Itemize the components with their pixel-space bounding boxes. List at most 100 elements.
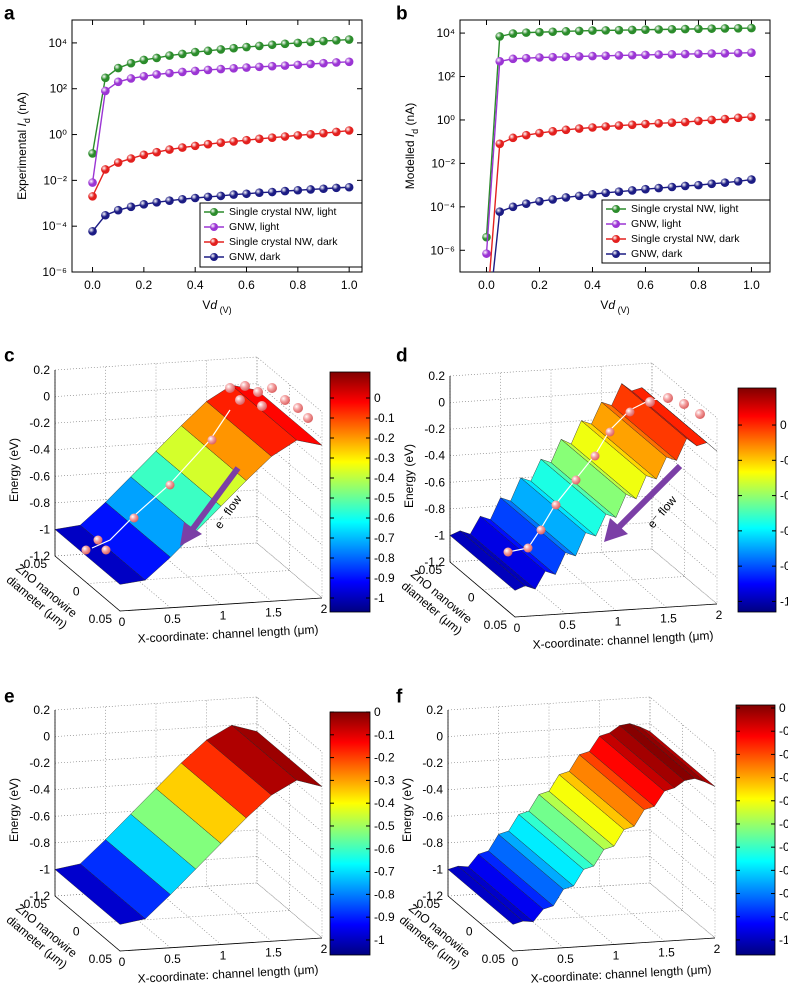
colorbar-tick-label: -0.8 (374, 551, 395, 565)
x-tick-label: 0.5 (559, 618, 576, 632)
data-point (601, 51, 611, 61)
axis-line (54, 710, 323, 952)
z-tick-label: -0.6 (29, 469, 50, 483)
electron (280, 395, 290, 405)
data-point (707, 115, 717, 125)
colorbar (735, 704, 776, 956)
legend-label: Single crystal NW, light (229, 206, 336, 218)
data-point (654, 119, 664, 128)
data-point (190, 66, 200, 76)
data-point (216, 191, 226, 201)
colorbar-tick-label: -1 (780, 594, 788, 608)
x-axis-title: X-coordinate: channel length (μm) (530, 962, 712, 985)
z-tick-label: 0.2 (426, 703, 443, 717)
colorbar-tick-label: -0.9 (374, 910, 395, 924)
surface-strip (639, 726, 716, 787)
data-point (165, 145, 174, 154)
z-tick-label: -0.4 (29, 443, 50, 457)
data-point (627, 25, 637, 35)
data-point (588, 51, 597, 61)
data-point (680, 181, 690, 191)
colorbar-tick-label: 0 (374, 705, 381, 719)
z-tick-label: 0 (438, 396, 445, 410)
electron (303, 413, 313, 423)
electron (293, 403, 303, 413)
data-point (574, 124, 584, 133)
data-point (733, 113, 743, 123)
data-point (319, 128, 328, 138)
z-tick-label: -1.2 (29, 549, 50, 563)
data-point (344, 182, 354, 192)
data-point (614, 121, 624, 130)
data-point (178, 67, 187, 77)
y-tick-label: 10⁰ (49, 128, 67, 142)
axis-title-part: I (15, 123, 29, 127)
x-tick-label: 1.5 (265, 945, 282, 959)
axis-title-part: V (600, 298, 608, 312)
legend-label: GNW, dark (229, 251, 281, 263)
legend-label: Single crystal NW, dark (229, 236, 338, 248)
surface-layer: 0.2 0 -0.2 -0.4 -0.6 -0.8 -1 -1.2 0 0.5 1 1.5 2 -0.05… (20, 356, 723, 969)
data-point (535, 196, 544, 206)
z-tick-label: -1 (432, 862, 443, 876)
data-point (306, 59, 315, 69)
surface-strip (641, 387, 718, 452)
z-tick-label: -0.2 (422, 756, 443, 770)
colorbar-tick-label: -0.4 (780, 489, 788, 503)
axis-title-part: d (210, 298, 217, 312)
data-point (101, 210, 110, 220)
data-point (332, 127, 341, 137)
data-point (747, 112, 756, 122)
colorbar-tick-label: -0.1 (374, 411, 395, 425)
y-tick-label: 10⁻² (43, 173, 67, 187)
data-point (255, 188, 264, 197)
axis-title-part: Experimental (15, 127, 29, 200)
z-tick-label: -1 (39, 522, 50, 536)
x-axis-title: X-coordinate: channel length (μm) (137, 962, 319, 985)
series-layer (88, 35, 354, 236)
data-point (601, 188, 611, 198)
data-point (101, 165, 110, 174)
electron (225, 383, 235, 393)
data-point (720, 178, 730, 187)
data-point (178, 143, 187, 152)
x-tick-label: 1.5 (660, 611, 677, 625)
x-tick-label: 1 (220, 609, 227, 623)
x-tick-label: 0.5 (164, 612, 181, 626)
z-tick-label: -0.4 (422, 783, 443, 797)
grid-line (449, 362, 718, 419)
z-tick-label: -1.2 (422, 889, 443, 903)
x-tick-label: 0 (514, 621, 521, 635)
data-point (139, 150, 149, 160)
data-point (747, 175, 756, 184)
x-tick-label: 2 (321, 942, 328, 956)
electron (267, 383, 277, 393)
data-point (588, 123, 597, 132)
data-point (319, 184, 328, 194)
data-point (614, 25, 624, 35)
colorbar-tick-label: -1 (374, 591, 385, 605)
electron (253, 387, 263, 397)
data-point (242, 42, 251, 52)
colorbar-tick-label: -0.3 (779, 771, 788, 785)
colorbar-tick-label: -0.4 (779, 794, 788, 808)
data-point (332, 183, 341, 193)
colorbar-tick-label: -1 (779, 933, 788, 947)
data-point (521, 130, 531, 140)
colorbar-tick-label: -0.2 (779, 747, 788, 761)
data-point (306, 185, 315, 194)
data-point (561, 125, 571, 135)
data-point (747, 48, 756, 57)
data-point (229, 137, 238, 146)
data-point (521, 28, 531, 37)
data-point (306, 37, 315, 47)
data-point (203, 192, 213, 202)
data-point (707, 24, 717, 33)
data-point (667, 50, 677, 59)
data-point (574, 191, 584, 201)
data-point (694, 180, 703, 190)
surface-strip (231, 725, 323, 787)
z-tick-label: 0.2 (33, 703, 50, 717)
data-point (654, 25, 664, 34)
